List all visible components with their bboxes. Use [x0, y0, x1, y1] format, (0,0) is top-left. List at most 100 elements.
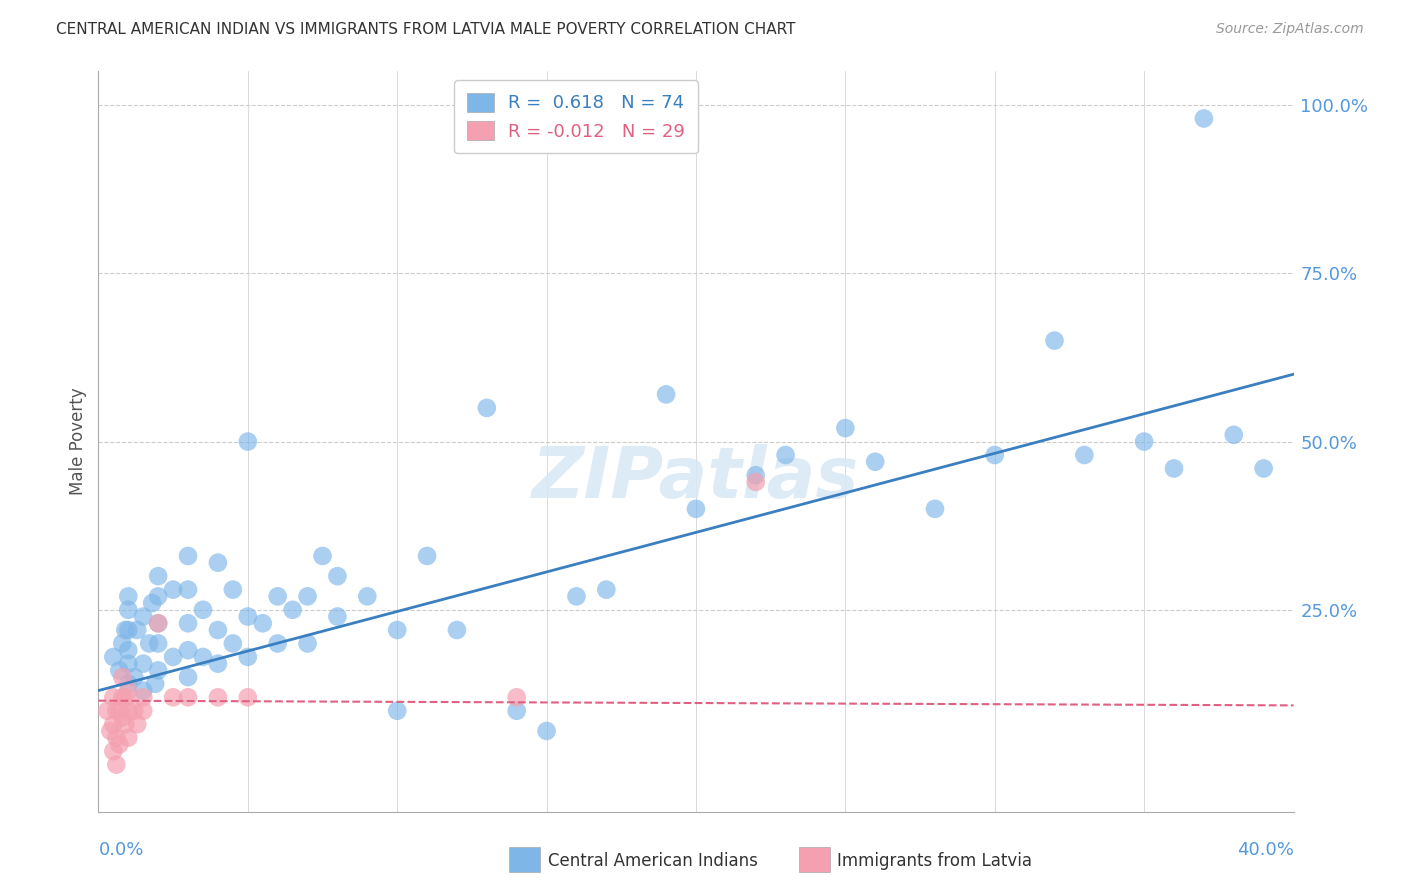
Point: [117, 731, 139, 745]
Point: [1133, 434, 1156, 449]
Point: [745, 468, 768, 483]
Point: [385, 623, 409, 637]
Point: [446, 623, 468, 637]
Point: [103, 744, 125, 758]
Point: [775, 448, 797, 462]
Legend: R =  0.618   N = 74, R = -0.012   N = 29: R = 0.618 N = 74, R = -0.012 N = 29: [454, 80, 697, 153]
Point: [536, 723, 558, 738]
Point: [117, 677, 139, 691]
Point: [1163, 461, 1185, 475]
Point: [1253, 461, 1275, 475]
Point: [162, 582, 184, 597]
Point: [148, 616, 170, 631]
Point: [416, 549, 439, 563]
Point: [685, 501, 707, 516]
Point: [924, 501, 946, 516]
Text: ZIPatlas: ZIPatlas: [533, 444, 859, 513]
Point: [143, 677, 166, 691]
Text: CENTRAL AMERICAN INDIAN VS IMMIGRANTS FROM LATVIA MALE POVERTY CORRELATION CHART: CENTRAL AMERICAN INDIAN VS IMMIGRANTS FR…: [56, 22, 796, 37]
Point: [138, 636, 160, 650]
Point: [111, 636, 134, 650]
Point: [96, 704, 118, 718]
Point: [108, 664, 131, 678]
Text: 40.0%: 40.0%: [1237, 841, 1294, 859]
Text: Central American Indians: Central American Indians: [548, 852, 758, 870]
Point: [108, 704, 131, 718]
Text: 0.0%: 0.0%: [98, 841, 143, 859]
Point: [326, 569, 349, 583]
Point: [385, 704, 409, 718]
Point: [267, 636, 290, 650]
Point: [191, 649, 214, 664]
Point: [117, 657, 139, 671]
Point: [105, 704, 128, 718]
Point: [222, 582, 245, 597]
Point: [177, 582, 200, 597]
Point: [177, 670, 200, 684]
Point: [207, 623, 229, 637]
Point: [1192, 112, 1215, 126]
Point: [506, 704, 529, 718]
Point: [114, 690, 136, 705]
Point: [267, 590, 290, 604]
Point: [162, 690, 184, 705]
Point: [127, 717, 149, 731]
Point: [191, 603, 214, 617]
Point: [834, 421, 856, 435]
Point: [111, 710, 134, 724]
Point: [177, 616, 200, 631]
Point: [252, 616, 274, 631]
Point: [326, 609, 349, 624]
Point: [356, 590, 378, 604]
Point: [1073, 448, 1095, 462]
Point: [132, 683, 155, 698]
Point: [132, 690, 155, 705]
Text: Immigrants from Latvia: Immigrants from Latvia: [837, 852, 1032, 870]
Point: [132, 704, 155, 718]
Point: [132, 609, 155, 624]
Point: [297, 636, 319, 650]
Text: Source: ZipAtlas.com: Source: ZipAtlas.com: [1216, 22, 1364, 37]
Point: [114, 717, 136, 731]
Point: [1223, 427, 1246, 442]
Point: [117, 623, 139, 637]
Point: [236, 649, 259, 664]
Point: [148, 590, 170, 604]
Point: [117, 704, 139, 718]
Point: [105, 731, 128, 745]
Point: [124, 670, 146, 684]
Point: [475, 401, 498, 415]
Point: [141, 596, 163, 610]
Point: [162, 649, 184, 664]
Point: [207, 657, 229, 671]
Point: [865, 455, 887, 469]
Point: [127, 623, 149, 637]
Point: [595, 582, 617, 597]
Point: [105, 757, 128, 772]
Point: [207, 690, 229, 705]
Point: [124, 704, 146, 718]
Point: [177, 549, 200, 563]
Point: [111, 690, 134, 705]
Point: [117, 683, 139, 698]
Point: [103, 690, 125, 705]
Point: [655, 387, 678, 401]
Point: [984, 448, 1007, 462]
Point: [506, 690, 529, 705]
Point: [236, 434, 259, 449]
Point: [311, 549, 333, 563]
Point: [108, 738, 131, 752]
Y-axis label: Male Poverty: Male Poverty: [69, 388, 87, 495]
Point: [281, 603, 304, 617]
Point: [207, 556, 229, 570]
Point: [98, 723, 122, 738]
Point: [1043, 334, 1066, 348]
Point: [148, 616, 170, 631]
Point: [117, 603, 139, 617]
Point: [236, 690, 259, 705]
Point: [565, 590, 588, 604]
Point: [236, 609, 259, 624]
Point: [111, 670, 134, 684]
Point: [117, 643, 139, 657]
Point: [222, 636, 245, 650]
